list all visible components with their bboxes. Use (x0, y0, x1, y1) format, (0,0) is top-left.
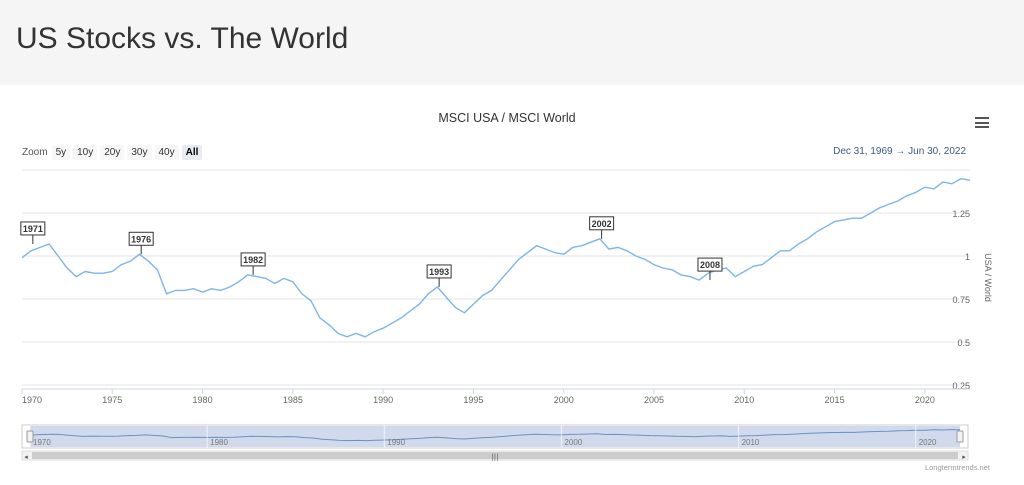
navigator-mask (30, 426, 960, 447)
x-tick-label: 1990 (373, 395, 393, 405)
y-tick-label: 0.5 (957, 338, 970, 348)
navigator-tick-label: 2020 (919, 438, 937, 447)
scroll-left-arrow-icon[interactable]: ◂ (24, 453, 28, 461)
x-tick-label: 1980 (193, 395, 213, 405)
chart-card: MSCI USA / MSCI World Zoom 5y 10y 20y 30… (0, 85, 1024, 485)
annotation-1993: 1993 (426, 264, 452, 287)
x-tick-label: 2005 (644, 395, 664, 405)
x-tick-label: 2015 (825, 395, 845, 405)
annotation-label: 1976 (131, 234, 151, 244)
x-tick-label: 2010 (734, 395, 754, 405)
navigator-series-line (29, 429, 961, 442)
zoom-button-30y[interactable]: 30y (127, 145, 152, 160)
zoom-label: Zoom (22, 147, 48, 158)
navigator-handle-left[interactable] (26, 430, 34, 443)
zoom-selector: Zoom 5y 10y 20y 30y 40y All (22, 145, 205, 160)
annotation-label: 2008 (700, 260, 720, 270)
y-tick-label: 1 (965, 252, 970, 262)
annotation-label: 1993 (429, 267, 449, 277)
zoom-button-40y[interactable]: 40y (154, 145, 179, 160)
annotation-2002: 2002 (589, 216, 615, 239)
series-line (21, 177, 971, 338)
navigator-tick-label: 2010 (742, 438, 760, 447)
x-tick-label: 2000 (554, 395, 574, 405)
zoom-button-10y[interactable]: 10y (73, 145, 98, 160)
annotation-box (128, 231, 154, 246)
navigator-tick-label: 1970 (33, 438, 51, 447)
navigator-tick-label: 1990 (387, 438, 405, 447)
x-tick-label: 2020 (915, 395, 935, 405)
zoom-button-5y[interactable]: 5y (51, 145, 71, 160)
x-tick-label: 1975 (102, 395, 122, 405)
x-tick-label: 1995 (463, 395, 483, 405)
navigator-tick-label: 2000 (564, 438, 582, 447)
annotation-box (589, 216, 615, 231)
y-tick-label: 0.75 (952, 295, 970, 305)
chart-title: MSCI USA / MSCI World (438, 111, 576, 125)
annotation-box (20, 221, 46, 236)
scroll-right-arrow-icon[interactable]: ▸ (962, 453, 966, 461)
scrollbar-thumb[interactable] (32, 452, 958, 459)
annotation-1982: 1982 (240, 252, 266, 275)
hamburger-menu-icon[interactable] (975, 117, 989, 129)
annotation-label: 1971 (23, 224, 43, 234)
annotation-1976: 1976 (128, 231, 154, 255)
chart-svg: 0.25 0.5 0.75 1 1.25 USA / World 1970 1975 1980 1… (20, 169, 993, 461)
y-axis-title: USA / World (983, 253, 993, 302)
range-arrow: → (895, 146, 906, 157)
annotation-1971: 1971 (20, 221, 46, 244)
zoom-button-20y[interactable]: 20y (100, 145, 125, 160)
y-tick-label: 0.25 (952, 381, 970, 391)
navigator-tick-label: 1980 (210, 438, 228, 447)
page-title: US Stocks vs. The World (16, 22, 349, 55)
range-from[interactable]: Dec 31, 1969 (833, 146, 893, 157)
annotation-label: 2002 (592, 219, 612, 229)
range-to[interactable]: Jun 30, 2022 (908, 146, 966, 157)
date-range: Dec 31, 1969 → Jun 30, 2022 (833, 146, 966, 157)
navigator-handle-right[interactable] (956, 430, 964, 443)
zoom-button-all[interactable]: All (181, 145, 203, 160)
credit-link[interactable]: Longtermtrends.net (924, 463, 990, 472)
x-tick-label: 1985 (283, 395, 303, 405)
scrollbar-grip-icon: ||| (491, 453, 498, 461)
page-header: US Stocks vs. The World (0, 0, 1024, 85)
x-tick-label: 1970 (22, 395, 42, 405)
annotation-label: 1982 (243, 255, 263, 265)
annotation-box (697, 257, 723, 272)
annotation-box (426, 264, 452, 279)
annotation-2008: 2008 (697, 257, 723, 281)
annotation-box (240, 252, 266, 267)
y-tick-label: 1.25 (952, 209, 970, 219)
